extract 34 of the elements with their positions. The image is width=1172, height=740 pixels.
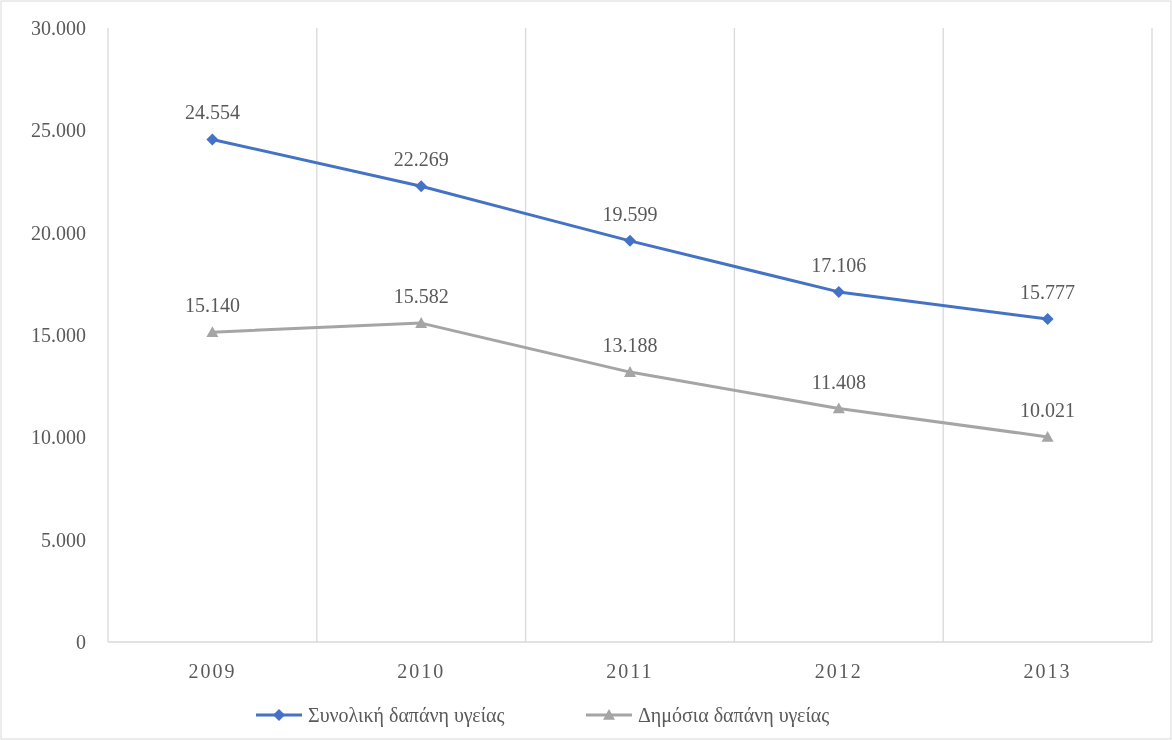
- point: [624, 366, 636, 377]
- y-tick-label: 30.000: [31, 17, 86, 39]
- y-tick-label: 5.000: [41, 528, 86, 551]
- data-label: 13.188: [602, 334, 658, 357]
- point: [1041, 313, 1054, 326]
- y-tick-label: 0: [76, 631, 86, 653]
- point: [206, 326, 219, 337]
- point: [832, 402, 845, 414]
- x-tick-label: 2011: [606, 660, 654, 682]
- x-tick-label: 2012: [814, 660, 863, 682]
- legend-label: Δημόσια δαπάνη υγείας: [638, 704, 830, 727]
- y-tick-label: 20.000: [31, 221, 86, 244]
- data-label: 10.021: [1020, 398, 1076, 421]
- x-tick-label: 2013: [1023, 660, 1072, 682]
- point: [832, 285, 845, 298]
- x-tick-label: 2009: [188, 660, 237, 682]
- data-label: 15.140: [184, 294, 240, 317]
- data-label: 11.408: [811, 370, 866, 393]
- y-tick-label: 10.000: [31, 426, 86, 449]
- data-label: 24.554: [184, 101, 240, 124]
- data-label: 19.599: [602, 202, 658, 225]
- point: [1041, 430, 1054, 442]
- point: [206, 133, 219, 146]
- y-tick-label: 25.000: [31, 119, 86, 142]
- data-label: 15.582: [393, 285, 449, 308]
- point: [415, 180, 428, 193]
- x-tick-label: 2010: [397, 660, 446, 682]
- point: [624, 234, 636, 247]
- data-label: 22.269: [393, 148, 449, 171]
- point: [415, 317, 428, 328]
- y-tick-label: 15.000: [31, 324, 86, 346]
- legend-label: Συνολική δαπάνη υγείας: [308, 704, 505, 727]
- data-label: 15.777: [1020, 281, 1076, 304]
- data-label: 17.106: [811, 253, 867, 276]
